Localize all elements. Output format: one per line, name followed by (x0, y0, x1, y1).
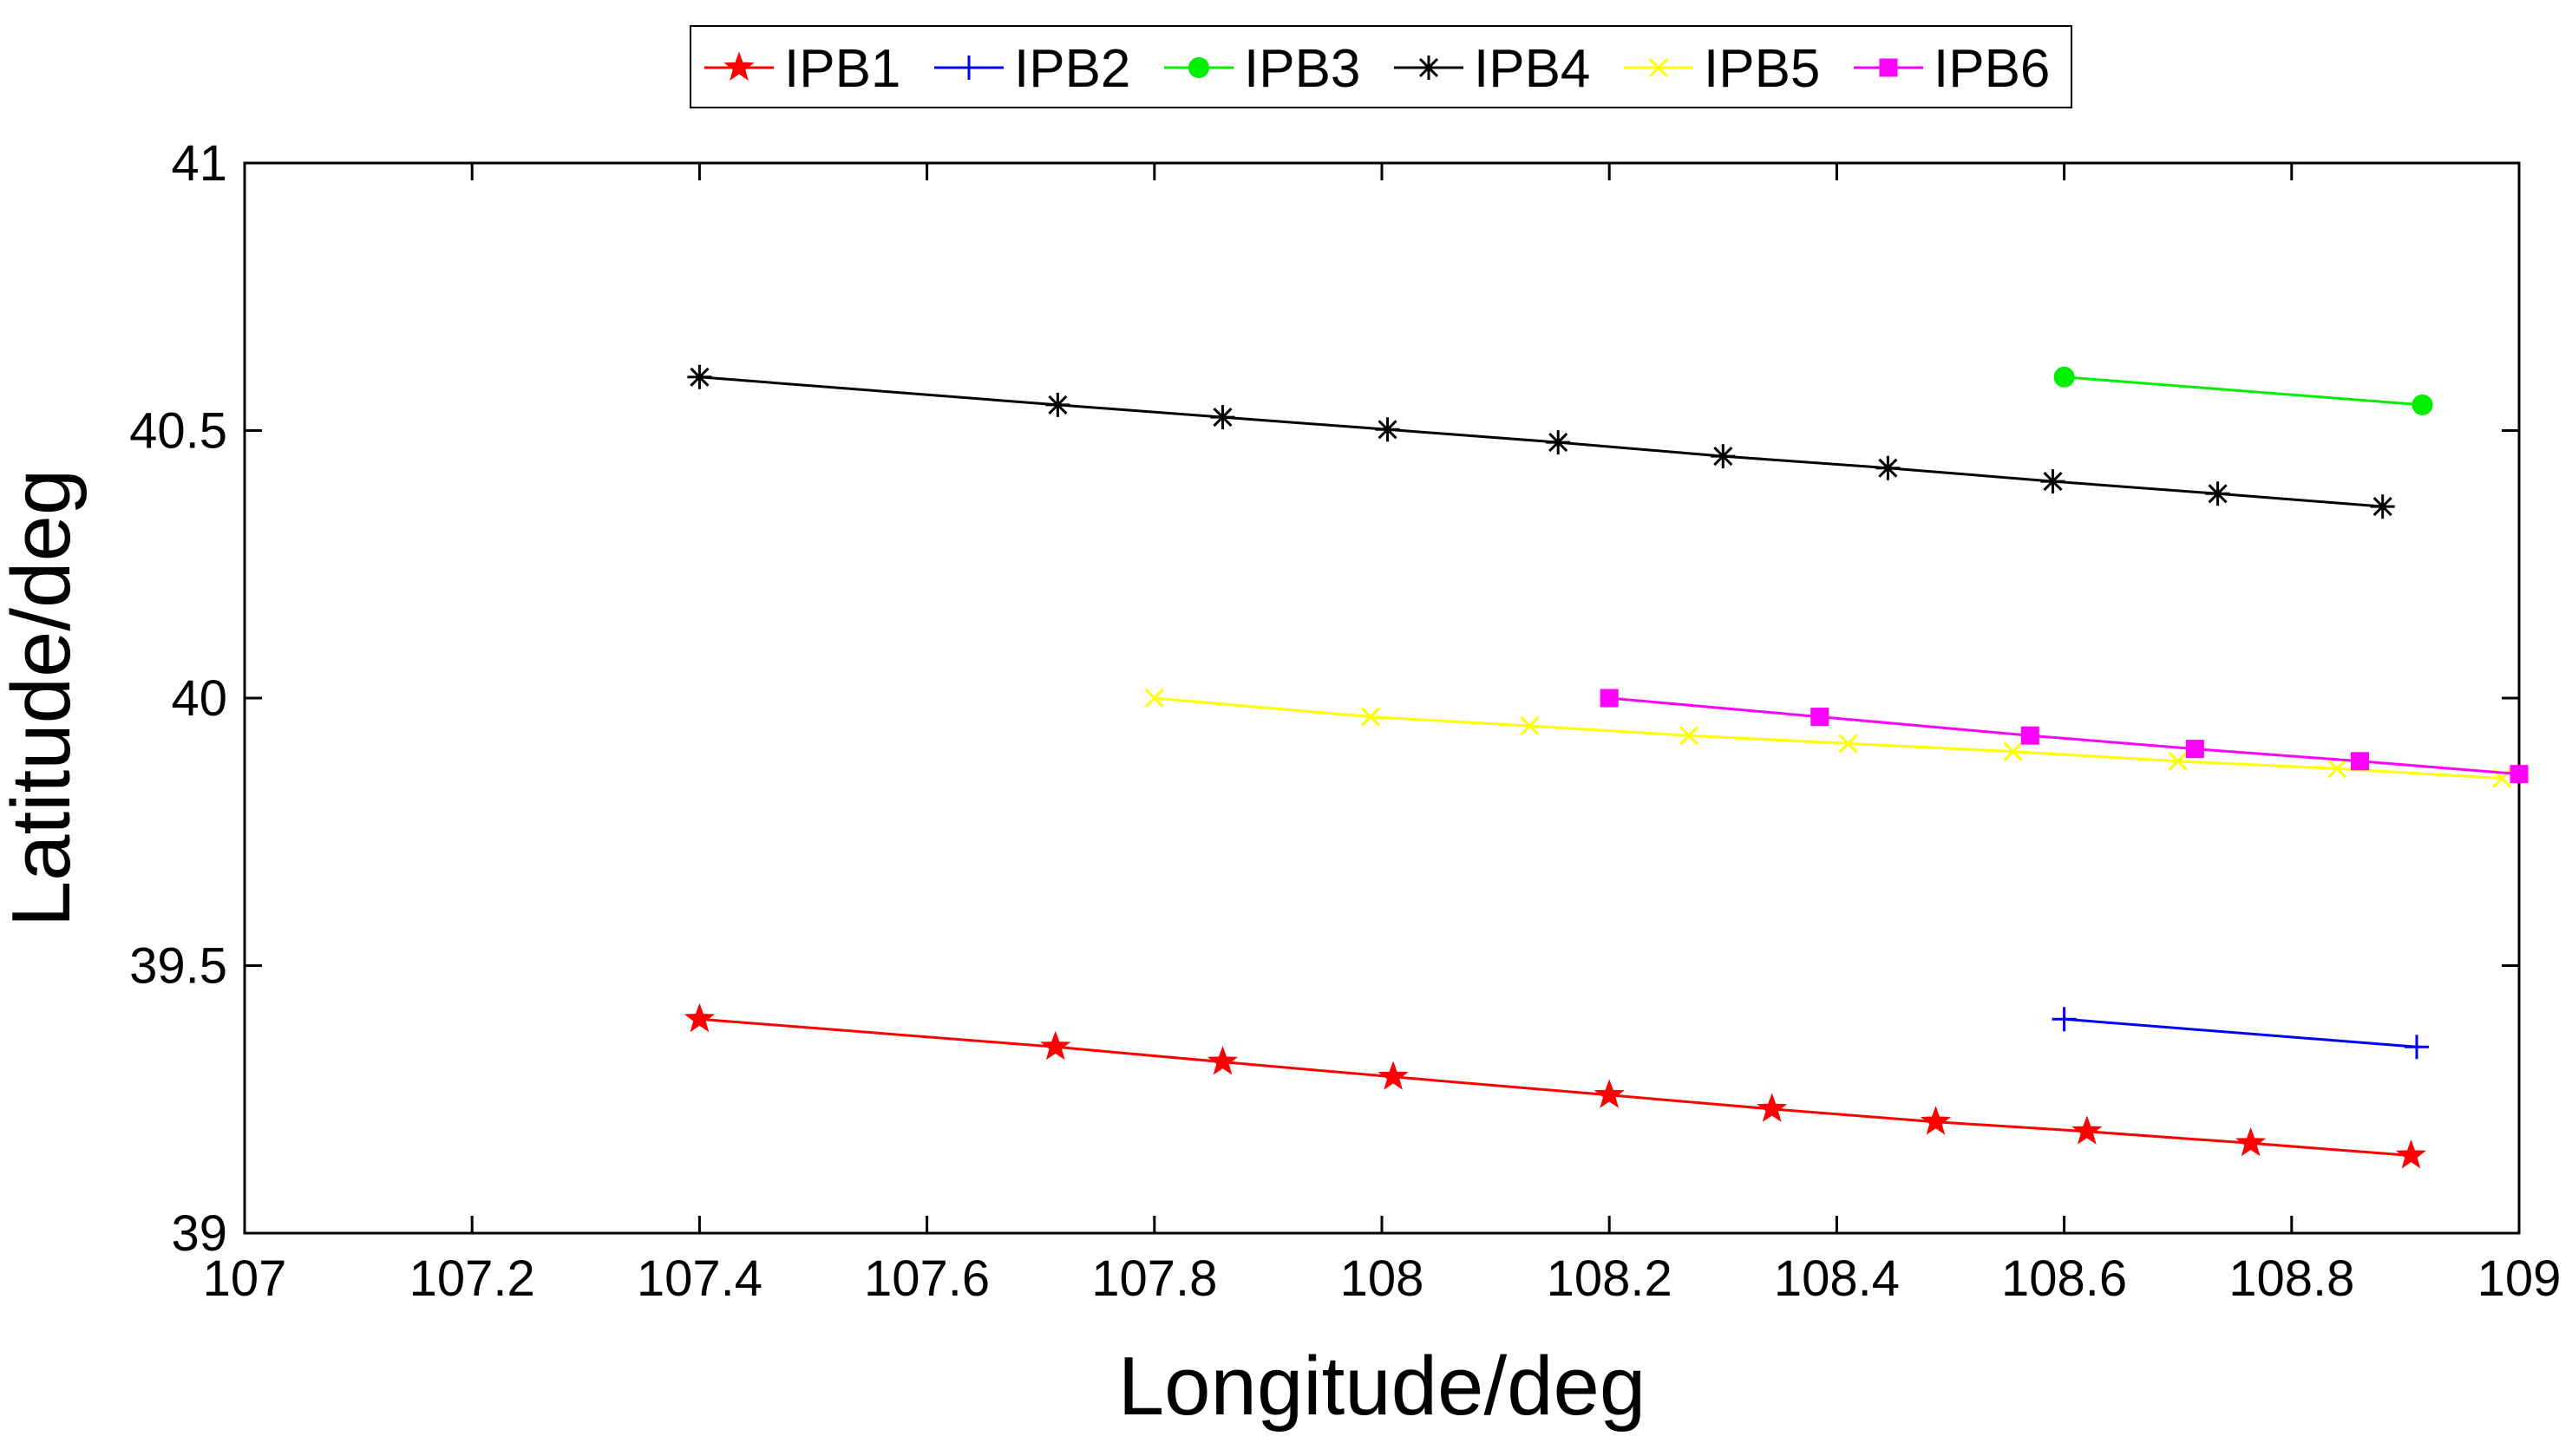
legend-entry-ipb6: IPB6 (1854, 39, 2050, 99)
x-tick-label: 108.4 (1774, 1250, 1900, 1307)
x-tick-label: 109 (2477, 1250, 2562, 1307)
legend-marker (1417, 55, 1441, 80)
data-point (2235, 1126, 2267, 1157)
data-point (2071, 1115, 2103, 1145)
legend-entry-ipb3: IPB3 (1164, 39, 1360, 99)
data-point (684, 1002, 715, 1033)
data-point (2510, 765, 2529, 784)
x-tick-label: 108 (1340, 1250, 1424, 1307)
x-tick-label: 107 (203, 1250, 287, 1307)
series-ipb3 (2053, 366, 2433, 415)
y-axis-label: Latitude/deg (0, 469, 88, 927)
x-tick-label: 107.2 (409, 1250, 535, 1307)
x-tick-label: 108.6 (2001, 1250, 2127, 1307)
series-layer (684, 364, 2529, 1169)
y-tick-label: 40 (171, 670, 227, 727)
data-point (1600, 689, 1619, 708)
legend-marker (1648, 57, 1669, 78)
series-line-ipb6 (1609, 696, 2520, 776)
data-point (1045, 392, 1070, 417)
series-ipb6 (1600, 689, 2529, 784)
y-tick-label: 39.5 (129, 938, 227, 995)
x-tick-label: 107.8 (1091, 1250, 1217, 1307)
data-point (2003, 741, 2023, 761)
series-ipb1 (684, 1002, 2426, 1169)
data-point (2052, 1007, 2077, 1032)
legend-marker (723, 51, 755, 81)
legend-label: IPB6 (1934, 39, 2050, 99)
legend: IPB1 IPB2 IPB3 IPB4 IPB5 IPB6 (690, 25, 2072, 108)
data-point (1210, 405, 1235, 430)
data-point (2370, 494, 2395, 519)
data-point (1207, 1046, 1238, 1075)
data-point (2395, 1139, 2426, 1169)
data-point (2185, 740, 2204, 759)
legend-label: IPB2 (1014, 39, 1130, 99)
legend-box (690, 25, 2072, 108)
data-point (1679, 726, 1699, 746)
legend-marker (957, 55, 981, 80)
legend-marker (1879, 58, 1898, 77)
data-point (2205, 481, 2230, 506)
x-tick-label: 107.4 (637, 1250, 762, 1307)
series-ipb4 (687, 364, 2395, 519)
legend-marker (1188, 57, 1209, 78)
x-axis-label: Longitude/deg (1118, 1340, 1646, 1433)
series-line-ipb1 (699, 1017, 2412, 1157)
data-point (2350, 752, 2369, 771)
data-point (1360, 707, 1380, 727)
data-point (2040, 469, 2065, 494)
legend-entry-ipb1: IPB1 (704, 39, 900, 99)
legend-entry-ipb5: IPB5 (1624, 39, 1820, 99)
series-line-ipb2 (2064, 1017, 2418, 1048)
data-point (1040, 1030, 1071, 1061)
data-point (1810, 708, 1829, 727)
legend-entry-ipb4: IPB4 (1394, 39, 1590, 99)
series-line-ipb4 (699, 375, 2383, 508)
data-point (2020, 726, 2039, 745)
plot-area (243, 161, 2521, 1235)
y-tick-label: 41 (171, 135, 227, 192)
data-point (2405, 1035, 2430, 1060)
data-point (1711, 444, 1736, 469)
legend-label: IPB5 (1704, 39, 1820, 99)
legend-label: IPB1 (784, 39, 900, 99)
data-point (2053, 366, 2075, 388)
x-tick-label: 108.8 (2228, 1250, 2354, 1307)
legend-label: IPB4 (1474, 39, 1590, 99)
y-axis-ticks: 39 39.5 40 40.5 41 (129, 135, 2519, 1262)
data-point (1144, 688, 1164, 708)
x-axis-ticks: 107 107.2 107.4 107.6 107.8 108 108.2 108.4 108.… (203, 163, 2562, 1307)
y-tick-label: 39 (171, 1205, 227, 1262)
data-point (687, 364, 712, 389)
x-tick-label: 108.2 (1547, 1250, 1672, 1307)
legend-entry-ipb2: IPB2 (934, 39, 1130, 99)
x-tick-label: 107.6 (864, 1250, 990, 1307)
data-point (1520, 716, 1540, 736)
legend-label: IPB3 (1244, 39, 1360, 99)
data-point (1757, 1093, 1788, 1122)
data-point (1375, 417, 1400, 442)
data-point (1875, 455, 1901, 480)
data-point (1920, 1106, 1951, 1135)
y-tick-label: 40.5 (129, 403, 227, 460)
data-point (1594, 1079, 1625, 1108)
data-point (2327, 759, 2347, 779)
data-point (1378, 1061, 1409, 1090)
data-point (2412, 394, 2433, 415)
data-point (1838, 734, 1858, 754)
data-point (1546, 430, 1571, 455)
series-line-ipb3 (2064, 375, 2423, 407)
data-point (2168, 751, 2188, 771)
series-ipb2 (2052, 1007, 2430, 1060)
